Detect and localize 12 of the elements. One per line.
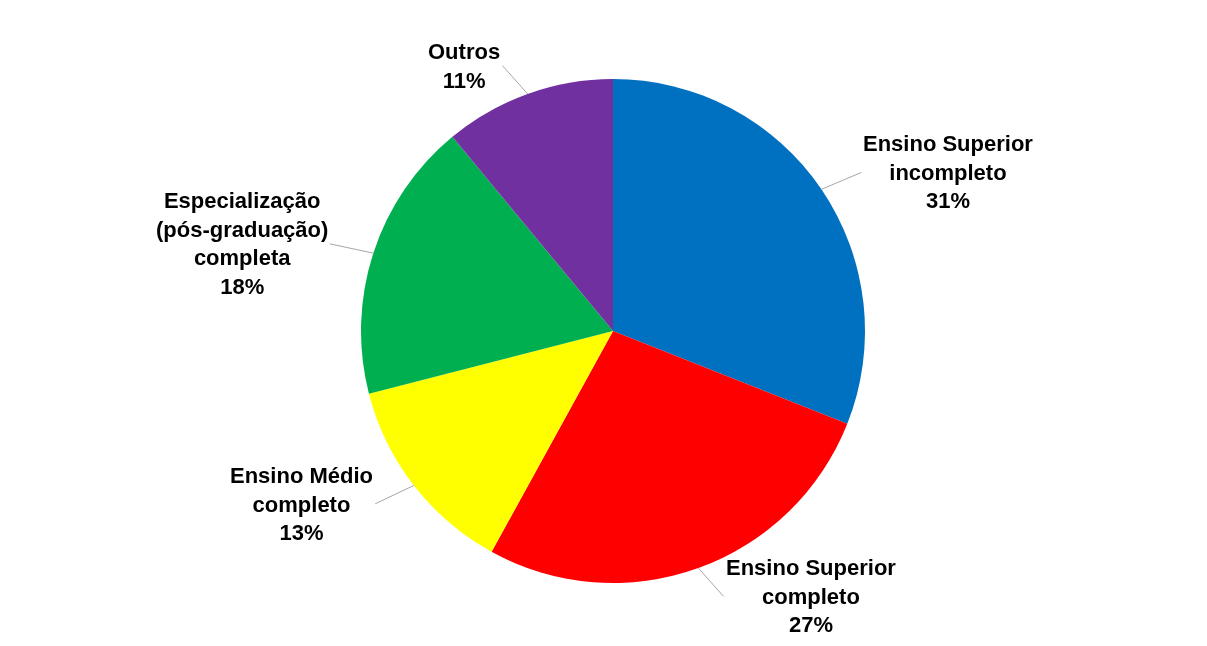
slice-label: Ensino Médio completo	[230, 463, 373, 517]
slice-label: Outros	[428, 39, 501, 64]
slice-label: Ensino Superior incompleto	[863, 131, 1034, 185]
slice-label: Especialização (pós-graduação) completa	[156, 188, 329, 271]
data-label: 13%	[279, 520, 324, 546]
data-label: 18%	[220, 273, 265, 299]
slice-label: Ensino Superior completo	[726, 555, 897, 609]
data-label: 31%	[925, 188, 970, 214]
data-label: 11%	[442, 67, 486, 93]
pie-slice	[361, 136, 613, 394]
pie-slice	[613, 79, 865, 424]
data-label: 27%	[788, 612, 833, 638]
